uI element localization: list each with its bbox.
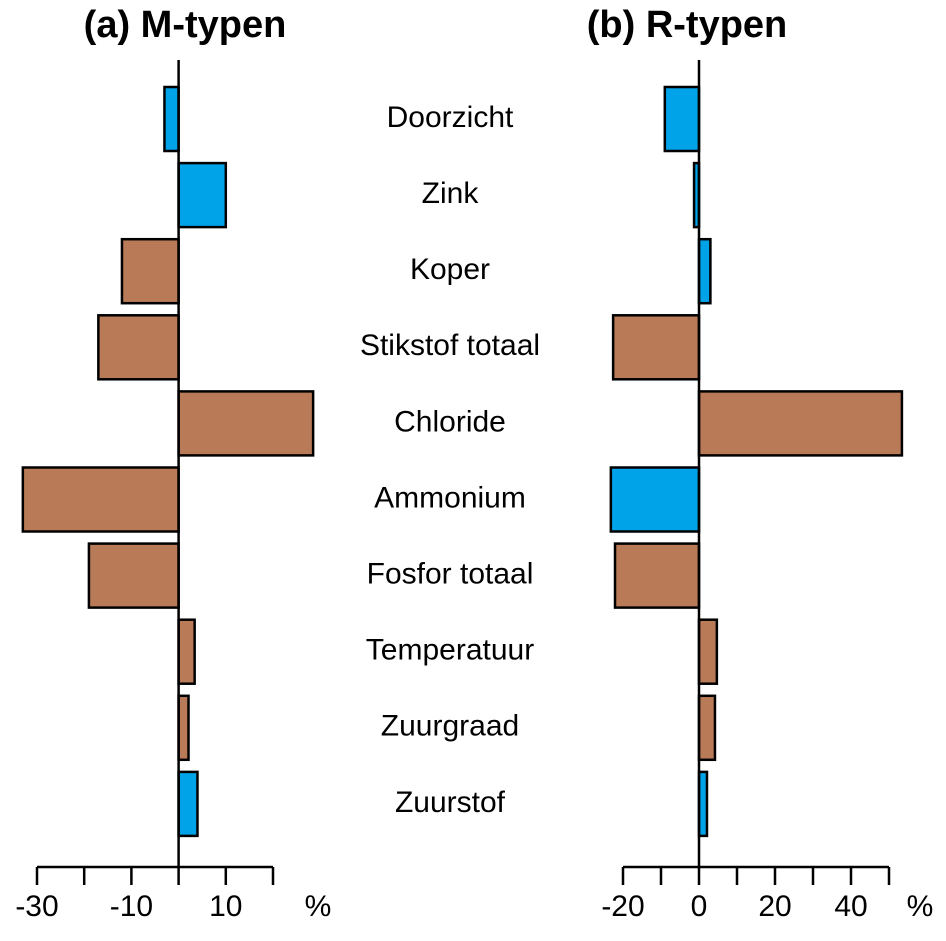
bar [177, 770, 199, 838]
bar [177, 390, 315, 457]
x-tick-label: -30 [15, 890, 58, 923]
x-tick-label: 40 [834, 890, 867, 923]
bar [697, 618, 719, 685]
x-axis-label: % [907, 890, 934, 923]
category-label: Chloride [394, 405, 506, 438]
x-tick-label: 10 [209, 890, 242, 923]
category-label: Koper [410, 253, 490, 286]
x-tick-label: -20 [601, 890, 644, 923]
bar [97, 314, 180, 381]
bar [697, 237, 712, 305]
category-label: Ammonium [374, 481, 526, 514]
bar [609, 466, 701, 533]
bar [120, 237, 180, 305]
bar [177, 161, 228, 229]
category-label: Zuurstof [395, 786, 506, 819]
x-tick-label: 0 [691, 890, 708, 923]
bar [177, 618, 196, 685]
category-label: Stikstof totaal [360, 329, 540, 362]
category-label: Temperatuur [366, 634, 534, 667]
category-label: Zink [422, 177, 480, 210]
bar [611, 314, 701, 381]
chart-title: (a) M-typen [84, 4, 287, 46]
bar [163, 85, 180, 153]
bar [663, 85, 701, 153]
bar [87, 542, 180, 609]
bar [177, 694, 190, 762]
chart-title: (b) R-typen [587, 4, 788, 46]
bar [697, 694, 717, 762]
x-axis-label: % [305, 890, 332, 923]
category-label: Fosfor totaal [367, 558, 534, 591]
bar [613, 542, 701, 609]
bar [21, 466, 180, 533]
x-tick-label: 20 [758, 890, 791, 923]
x-tick-label: -10 [110, 890, 153, 923]
category-label: Zuurgraad [381, 710, 519, 743]
bar [697, 390, 904, 457]
category-label: Doorzicht [387, 101, 514, 134]
